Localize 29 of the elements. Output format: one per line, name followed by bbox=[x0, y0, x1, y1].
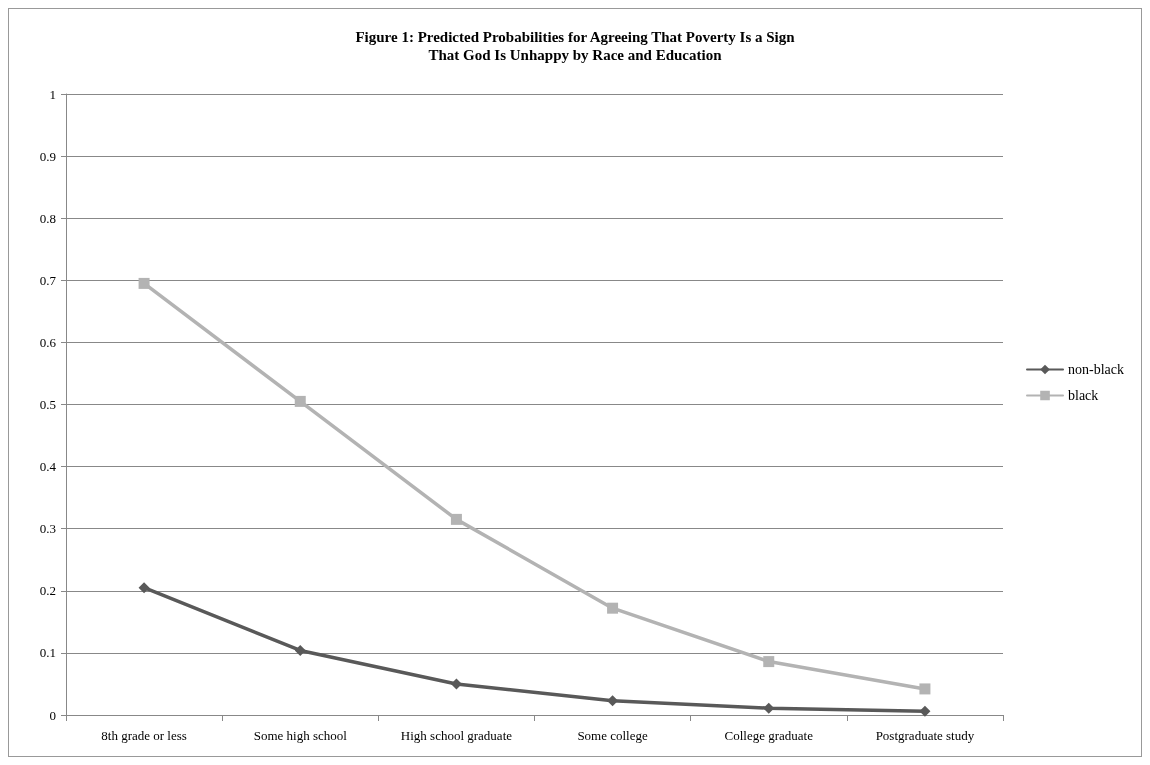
chart-title: Figure 1: Predicted Probabilities for Agreeing That Poverty Is a Sign That God Is Unhappy by Race and Education bbox=[355, 29, 796, 63]
y-tick-label: 0.9 bbox=[39, 148, 56, 164]
y-tick-label: 1 bbox=[49, 86, 56, 102]
x-tick-label: Some college bbox=[577, 728, 649, 743]
x-tick-label: College graduate bbox=[724, 728, 814, 743]
point bbox=[138, 582, 150, 594]
point bbox=[294, 395, 306, 407]
point bbox=[450, 513, 462, 525]
legend-label: non-black bbox=[1068, 362, 1124, 377]
y-tick-label: 0.6 bbox=[39, 334, 57, 350]
y-tick-label: 0.7 bbox=[39, 272, 57, 288]
y-tick-label: 0.8 bbox=[39, 210, 56, 226]
point bbox=[607, 602, 619, 614]
legend-label: black bbox=[1068, 388, 1099, 403]
x-tick-label: High school graduate bbox=[400, 728, 513, 743]
point bbox=[919, 683, 931, 695]
x-tick-label: 8th grade or less bbox=[101, 728, 187, 743]
y-tick-label: 0.5 bbox=[39, 397, 56, 412]
x-tick-label: Some high school bbox=[253, 728, 348, 743]
x-tick-label: Postgraduate study bbox=[875, 728, 975, 743]
point bbox=[450, 678, 462, 690]
point bbox=[138, 277, 150, 289]
y-tick-label: 0 bbox=[49, 707, 56, 723]
point bbox=[294, 644, 306, 656]
y-tick-label: 0.4 bbox=[39, 459, 57, 475]
y-tick-label: 0.2 bbox=[39, 583, 56, 599]
y-tick-label: 0.1 bbox=[39, 645, 56, 661]
point bbox=[763, 656, 775, 668]
y-tick-label: 0.3 bbox=[39, 521, 56, 537]
